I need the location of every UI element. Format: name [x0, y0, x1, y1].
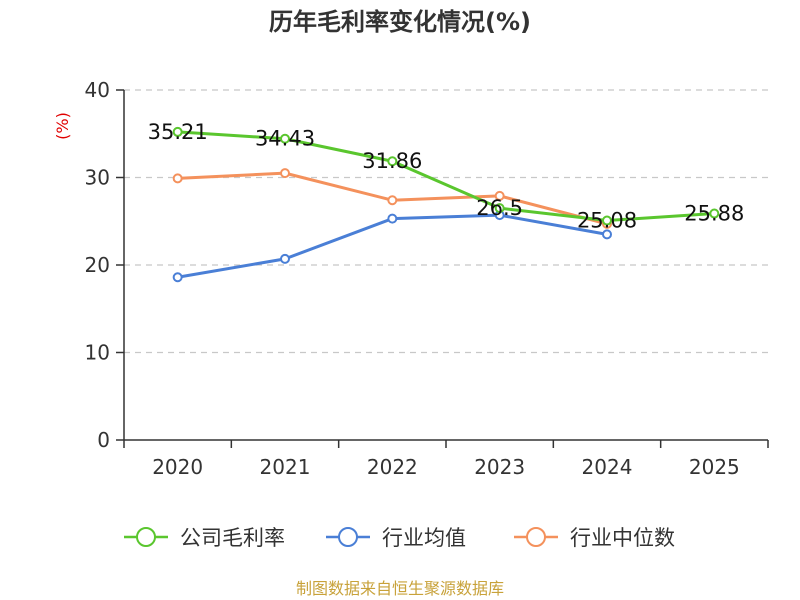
x-tick-label: 2025	[689, 455, 740, 479]
y-tick-label: 0	[97, 428, 110, 452]
series-group	[172, 126, 720, 283]
legend-label: 行业中位数	[570, 526, 675, 550]
x-tick-label: 2020	[152, 455, 203, 479]
data-label: 26.5	[476, 196, 523, 220]
axes: 0 10 20 30 40 2020 2021 2022 2023 2024 2025	[85, 78, 769, 479]
legend-marker	[136, 527, 156, 547]
y-tick-label: 10	[85, 341, 110, 365]
data-label: 34.43	[255, 127, 315, 151]
data-point	[709, 208, 720, 219]
legend-marker	[338, 527, 358, 547]
source-note: 制图数据来自恒生聚源数据库	[296, 579, 504, 598]
legend-marker	[526, 527, 546, 547]
y-tick-label: 40	[85, 78, 110, 102]
series-line-0	[177, 130, 715, 223]
legend-item-2[interactable]: 行业中位数	[514, 526, 675, 550]
data-point	[602, 229, 612, 240]
legend-item-1[interactable]: 行业均值	[326, 526, 466, 550]
x-tick-label: 2024	[582, 455, 633, 479]
series-line-1	[177, 213, 608, 279]
data-label: 35.21	[148, 120, 208, 144]
data-label: 25.08	[577, 209, 637, 233]
data-label: 31.86	[362, 149, 422, 173]
legend[interactable]: 公司毛利率 行业均值 行业中位数	[124, 526, 675, 550]
data-point	[280, 133, 290, 144]
data-point	[280, 253, 290, 264]
data-point	[280, 168, 290, 179]
data-point	[494, 190, 505, 201]
data-point	[172, 126, 183, 137]
y-axis-label: (%)	[53, 112, 72, 140]
data-labels: 35.21 34.43 31.86 26.5 25.08 25.88	[148, 120, 745, 233]
y-tick-label: 20	[85, 253, 110, 277]
data-point	[172, 173, 183, 184]
y-tick-label: 30	[85, 166, 110, 190]
data-point	[172, 272, 183, 283]
grid-lines	[124, 89, 768, 354]
data-point	[387, 213, 398, 224]
legend-item-0[interactable]: 公司毛利率	[124, 526, 285, 550]
legend-label: 公司毛利率	[180, 526, 285, 550]
x-tick-label: 2021	[260, 455, 311, 479]
data-label: 25.88	[684, 202, 744, 226]
x-tick-label: 2023	[474, 455, 525, 479]
data-point	[494, 203, 505, 214]
x-tick-label: 2022	[367, 455, 418, 479]
data-point	[602, 215, 612, 226]
data-point	[387, 156, 398, 167]
chart-title: 历年毛利率变化情况(%)	[269, 8, 531, 36]
data-point	[387, 195, 398, 206]
legend-label: 行业均值	[382, 526, 466, 550]
